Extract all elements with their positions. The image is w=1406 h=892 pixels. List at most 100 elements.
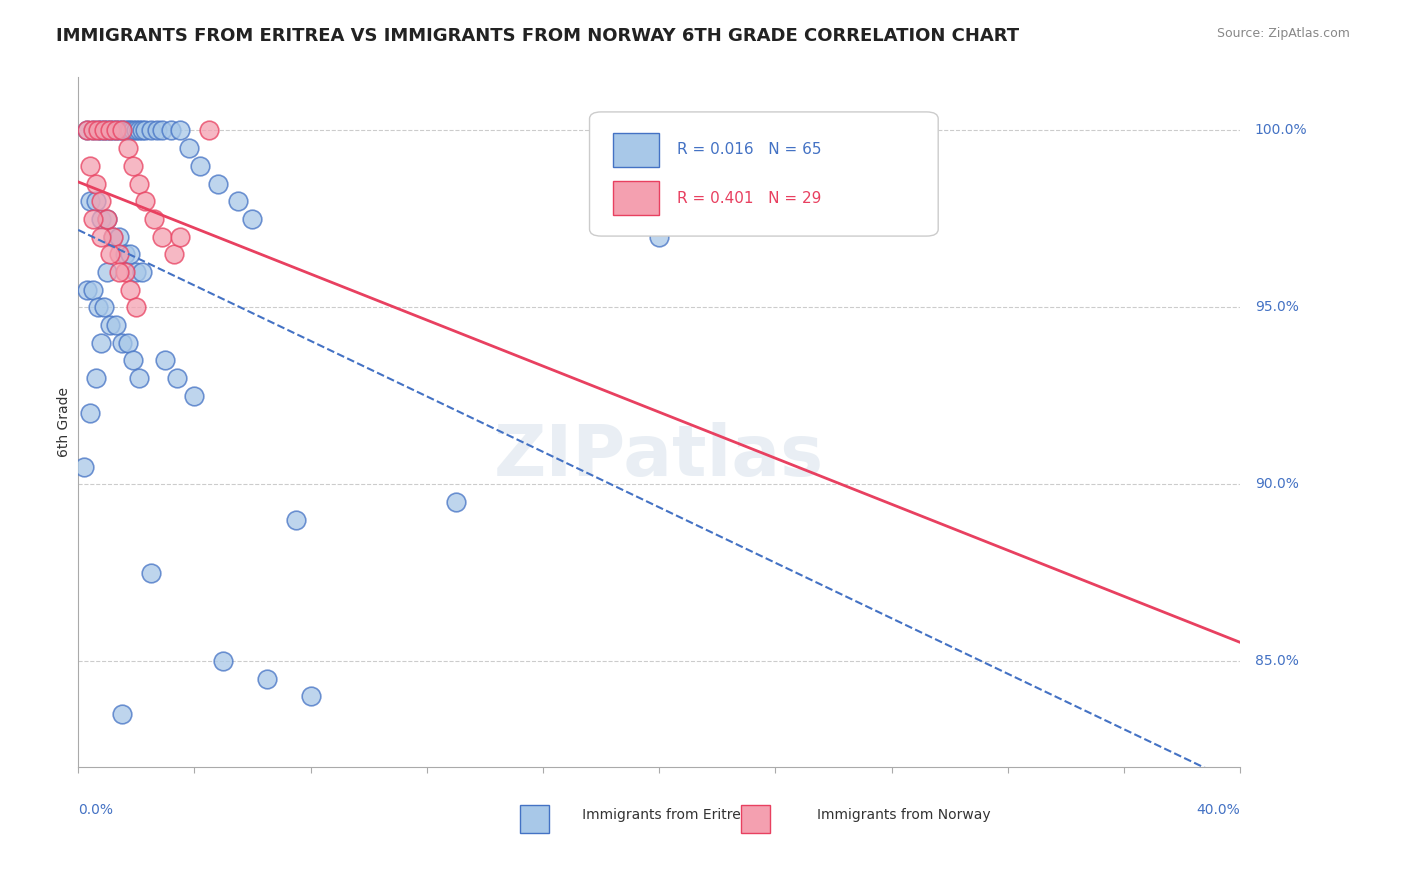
Bar <box>741 805 769 832</box>
Text: IMMIGRANTS FROM ERITREA VS IMMIGRANTS FROM NORWAY 6TH GRADE CORRELATION CHART: IMMIGRANTS FROM ERITREA VS IMMIGRANTS FR… <box>56 27 1019 45</box>
Point <box>111 123 134 137</box>
Point <box>98 123 121 137</box>
Point <box>98 247 121 261</box>
FancyBboxPatch shape <box>589 112 938 236</box>
Point <box>207 177 229 191</box>
Point <box>87 123 110 137</box>
Point <box>122 123 145 137</box>
Point <box>84 177 107 191</box>
Point <box>169 229 191 244</box>
Point <box>117 141 139 155</box>
Point <box>90 335 112 350</box>
Point <box>169 123 191 137</box>
Point <box>648 229 671 244</box>
Point <box>166 371 188 385</box>
Text: Immigrants from Eritrea: Immigrants from Eritrea <box>569 808 749 822</box>
Point <box>82 123 104 137</box>
Text: R = 0.016   N = 65: R = 0.016 N = 65 <box>676 143 821 157</box>
Point <box>76 123 98 137</box>
Text: 95.0%: 95.0% <box>1256 301 1299 314</box>
Point <box>114 265 136 279</box>
Point <box>111 335 134 350</box>
Point <box>90 229 112 244</box>
Y-axis label: 6th Grade: 6th Grade <box>58 387 72 458</box>
Point <box>98 318 121 332</box>
Text: 85.0%: 85.0% <box>1256 654 1299 668</box>
Point <box>87 123 110 137</box>
Point <box>101 229 124 244</box>
Point <box>117 123 139 137</box>
Point <box>212 654 235 668</box>
Point <box>125 265 148 279</box>
Point <box>90 211 112 226</box>
Point <box>120 123 142 137</box>
Point <box>226 194 249 209</box>
Point <box>79 159 101 173</box>
Point <box>120 283 142 297</box>
Point <box>104 318 127 332</box>
Point <box>139 566 162 580</box>
Point <box>125 301 148 315</box>
Point <box>163 247 186 261</box>
Point <box>84 194 107 209</box>
Point <box>285 512 308 526</box>
Point <box>101 229 124 244</box>
Point <box>139 123 162 137</box>
Point <box>114 247 136 261</box>
Bar <box>613 181 659 215</box>
Point <box>125 123 148 137</box>
Point <box>122 353 145 368</box>
Text: R = 0.401   N = 29: R = 0.401 N = 29 <box>676 191 821 206</box>
Point <box>150 229 173 244</box>
Point <box>107 123 129 137</box>
Text: Source: ZipAtlas.com: Source: ZipAtlas.com <box>1216 27 1350 40</box>
Point <box>96 123 118 137</box>
Point <box>98 123 121 137</box>
Point <box>107 229 129 244</box>
Point <box>177 141 200 155</box>
Point <box>128 371 150 385</box>
Point <box>150 123 173 137</box>
Point <box>90 123 112 137</box>
Point <box>79 407 101 421</box>
Text: 90.0%: 90.0% <box>1256 477 1299 491</box>
Point <box>93 123 115 137</box>
Point <box>107 265 129 279</box>
Point <box>104 123 127 137</box>
Text: ZIPatlas: ZIPatlas <box>494 422 824 491</box>
Point <box>142 211 165 226</box>
Point <box>87 301 110 315</box>
Point <box>299 690 322 704</box>
Point <box>96 211 118 226</box>
Point <box>93 123 115 137</box>
Point <box>131 265 153 279</box>
Point <box>76 283 98 297</box>
Point <box>79 194 101 209</box>
Point <box>145 123 167 137</box>
Point <box>90 194 112 209</box>
Point <box>84 371 107 385</box>
Point <box>183 389 205 403</box>
Text: 40.0%: 40.0% <box>1197 803 1240 816</box>
Text: 100.0%: 100.0% <box>1256 123 1308 137</box>
Point <box>93 301 115 315</box>
Point <box>256 672 278 686</box>
Point <box>131 123 153 137</box>
Text: Immigrants from Norway: Immigrants from Norway <box>817 808 990 822</box>
Point <box>111 707 134 722</box>
Point <box>117 335 139 350</box>
Point <box>128 123 150 137</box>
Point <box>96 211 118 226</box>
Point <box>128 177 150 191</box>
Point <box>101 123 124 137</box>
Point <box>82 123 104 137</box>
Point <box>134 123 156 137</box>
Point <box>104 123 127 137</box>
Point <box>198 123 221 137</box>
Point <box>122 159 145 173</box>
Text: 0.0%: 0.0% <box>79 803 112 816</box>
Point <box>134 194 156 209</box>
Point <box>111 123 134 137</box>
Point <box>188 159 211 173</box>
Point <box>96 265 118 279</box>
